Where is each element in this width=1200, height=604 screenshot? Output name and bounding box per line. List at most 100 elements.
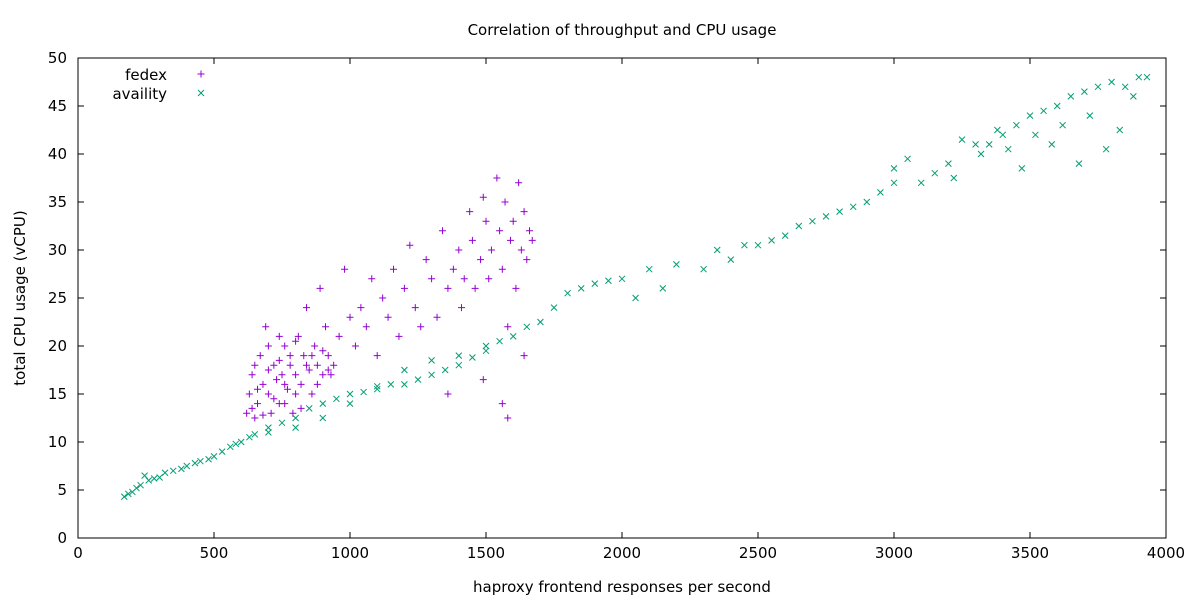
fedex-point [504, 323, 512, 331]
legend-label-fedex: fedex [125, 66, 167, 84]
availity-point [183, 462, 191, 470]
fedex-point [341, 265, 349, 273]
fedex-point [281, 380, 289, 388]
availity-point [537, 318, 544, 326]
availity-point [482, 347, 490, 355]
availity-point [877, 189, 884, 196]
fedex-point [417, 323, 425, 331]
fedex-point [444, 390, 452, 398]
y-tick-label: 20 [48, 337, 67, 355]
availity-point [904, 155, 911, 163]
fedex-point [319, 347, 327, 355]
fedex-point [292, 390, 300, 398]
availity-point [768, 237, 775, 244]
fedex-point [294, 332, 302, 340]
fedex-point [313, 361, 321, 369]
availity-point [346, 400, 354, 407]
fedex-point [270, 395, 278, 403]
availity-point [226, 443, 234, 451]
availity-point [292, 424, 299, 431]
availity-point [673, 261, 680, 268]
fedex-point [335, 332, 343, 340]
fedex-point [477, 256, 485, 264]
fedex-point [400, 284, 408, 292]
fedex-point [251, 414, 259, 422]
fedex-point [411, 304, 419, 312]
fedex-point [515, 179, 523, 187]
availity-point [632, 294, 639, 302]
fedex-point [305, 366, 313, 374]
availity-point [977, 150, 985, 158]
availity-point [1108, 78, 1115, 86]
fedex-point [444, 284, 452, 292]
fedex-point [471, 284, 479, 292]
availity-point [428, 357, 435, 364]
fedex-point [292, 337, 300, 345]
fedex-point [254, 400, 262, 408]
availity-point [1040, 107, 1047, 115]
availity-point [1018, 165, 1026, 172]
availity-point [137, 481, 144, 489]
fedex-point [313, 380, 321, 388]
availity-point [237, 438, 245, 446]
availity-point [401, 381, 408, 388]
availity-point [1086, 112, 1094, 119]
availity-point [278, 419, 286, 427]
fedex-point [458, 304, 466, 312]
availity-point [120, 493, 128, 501]
fedex-point [523, 256, 531, 264]
availity-point [319, 414, 327, 422]
availity-point [645, 265, 653, 273]
fedex-point [267, 409, 275, 417]
availity-point [550, 304, 558, 311]
fedex-point [254, 385, 262, 393]
fedex-point [362, 323, 370, 331]
availity-point [781, 232, 789, 239]
availity-point [890, 179, 898, 187]
availity-point [124, 490, 132, 498]
fedex-point [498, 400, 506, 408]
availity-point [191, 459, 199, 467]
availity-point [145, 477, 153, 484]
fedex-point [259, 411, 267, 419]
availity-point [292, 414, 299, 422]
availity-point [150, 475, 158, 482]
fedex-point [517, 246, 525, 254]
fedex-point [297, 404, 305, 412]
fedex-point [520, 208, 528, 216]
availity-point [482, 342, 490, 350]
availity-point [360, 388, 367, 396]
fedex-point [243, 409, 251, 417]
fedex-point [479, 193, 487, 201]
fedex-point [292, 371, 300, 379]
fedex-point [286, 352, 294, 360]
fedex-point [509, 217, 517, 225]
availity-point [197, 457, 204, 465]
fedex-point [283, 385, 291, 393]
availity-point [1116, 126, 1124, 134]
availity-point [346, 390, 354, 398]
fedex-point [395, 332, 403, 340]
fedex-point [466, 208, 474, 216]
fedex-point [368, 275, 376, 283]
availity-point [917, 179, 925, 187]
availity-point [218, 448, 226, 455]
y-tick-label: 50 [48, 49, 67, 67]
fedex-point [308, 352, 316, 360]
y-tick-label: 5 [57, 481, 67, 499]
availity-point [836, 208, 843, 215]
availity-point [945, 160, 952, 167]
fedex-point [281, 342, 289, 350]
fedex-point [264, 366, 272, 374]
fedex-point [501, 198, 509, 206]
chart-title: Correlation of throughput and CPU usage [468, 21, 777, 39]
availity-point [1130, 93, 1137, 100]
fedex-point [520, 352, 528, 360]
fedex-point [316, 284, 324, 292]
availity-point [265, 429, 272, 436]
availity-point [1081, 88, 1088, 95]
fedex-point [406, 241, 414, 249]
availity-point [849, 203, 857, 211]
legend-marker-availity [197, 89, 205, 97]
